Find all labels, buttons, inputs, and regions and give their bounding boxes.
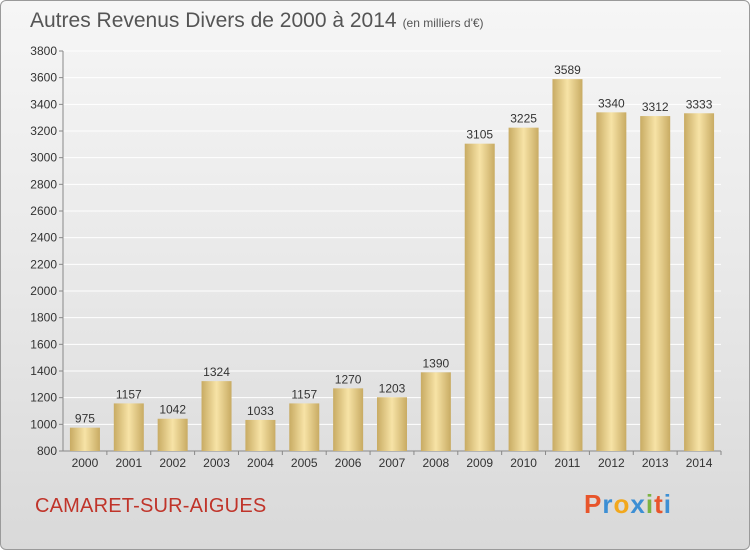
logo-letter: t	[654, 489, 664, 519]
y-tick-labels: 800 1000 1200 1400 1600 1800 2000 2200 2400 2600 2…	[30, 44, 57, 458]
logo-letter: x	[630, 489, 646, 519]
bar-2004	[245, 419, 276, 451]
data-label-2008: 1390	[423, 356, 450, 370]
data-label-2012: 3340	[598, 96, 625, 110]
data-label-2004: 1033	[247, 404, 274, 418]
x-tick-label: 2010	[510, 456, 537, 470]
bar-2013	[640, 116, 671, 452]
x-tick-label: 2000	[72, 456, 99, 470]
bar-2000	[69, 427, 100, 451]
bar-2005	[289, 403, 320, 451]
x-tick-label: 2009	[466, 456, 493, 470]
y-tick-label: 2400	[30, 231, 57, 245]
bar-2007	[377, 397, 407, 451]
bar-2002	[157, 418, 188, 451]
data-labels: 975 1157 1042 1324 1033 1157 1270 1203 1390 3105 3…	[75, 63, 713, 426]
chart-title-text: Autres Revenus Divers de 2000 à 2014	[30, 9, 397, 32]
y-tick-label: 2000	[30, 284, 57, 298]
y-tick-label: 3400	[30, 97, 57, 111]
data-label-2001: 1157	[116, 387, 142, 401]
y-tick-label: 1000	[30, 417, 57, 431]
bar-2006	[333, 388, 364, 451]
bar-2012	[596, 112, 627, 451]
logo-letter: r	[602, 489, 614, 519]
y-tick-label: 3600	[30, 71, 57, 85]
data-label-2011: 3589	[554, 63, 581, 77]
data-label-2013: 3312	[642, 100, 669, 114]
data-label-2010: 3225	[510, 112, 537, 126]
data-label-2007: 1203	[379, 381, 406, 395]
logo-letter: P	[584, 489, 603, 519]
bars	[69, 79, 715, 452]
y-tick-label: 3000	[30, 151, 57, 165]
x-tick-label: 2012	[598, 456, 625, 470]
y-tick-label: 2600	[30, 204, 57, 218]
y-tick-label: 1600	[30, 337, 57, 351]
y-tick-label: 3200	[30, 124, 57, 138]
x-tick-label: 2011	[555, 456, 581, 470]
y-tick-label: 1400	[30, 364, 57, 378]
x-tick-label: 2008	[423, 456, 450, 470]
x-tick-label: 2007	[379, 456, 406, 470]
x-tick-label: 2006	[335, 456, 362, 470]
chart-title: Autres Revenus Divers de 2000 à 2014 (en …	[30, 9, 484, 33]
town-name: CAMARET-SUR-AIGUES	[35, 495, 267, 517]
x-tick-label: 2005	[291, 456, 318, 470]
data-label-2006: 1270	[335, 372, 362, 386]
y-tick-label: 1200	[30, 391, 57, 405]
bar-2010	[508, 127, 539, 452]
data-label-2014: 3333	[686, 97, 713, 111]
data-label-2003: 1324	[203, 365, 230, 379]
y-tick-label: 2800	[30, 177, 57, 191]
data-label-2000: 975	[75, 412, 95, 426]
data-label-2005: 1157	[291, 387, 317, 401]
chart-subtitle: (en milliers d'€)	[402, 16, 484, 30]
proxiti-logo: Proxiti	[584, 489, 672, 520]
data-label-2009: 3105	[466, 128, 493, 142]
bar-2011	[552, 79, 583, 451]
bar-2008	[420, 372, 451, 451]
x-tick-labels: 2000 2001 2002 2003 2004 2005 2006 2007 2008 2009…	[72, 456, 713, 470]
y-tick-label: 800	[37, 444, 57, 458]
logo-letter: i	[645, 489, 655, 519]
y-tick-label: 1800	[30, 311, 57, 325]
bar-2001	[113, 403, 144, 451]
bar-2009	[464, 143, 495, 451]
bar-2003	[201, 381, 232, 451]
x-tick-label: 2013	[642, 456, 669, 470]
y-tick-label: 3800	[30, 44, 57, 58]
x-tick-label: 2002	[159, 456, 186, 470]
logo-letter: i	[663, 489, 672, 519]
x-tick-label: 2004	[247, 456, 274, 470]
x-tick-label: 2014	[686, 456, 713, 470]
x-tick-label: 2003	[203, 456, 230, 470]
logo-letter: o	[613, 489, 631, 519]
x-tick-label: 2001	[115, 456, 142, 470]
bar-2014	[684, 113, 715, 452]
y-tick-label: 2200	[30, 257, 57, 271]
data-label-2002: 1042	[159, 403, 186, 417]
